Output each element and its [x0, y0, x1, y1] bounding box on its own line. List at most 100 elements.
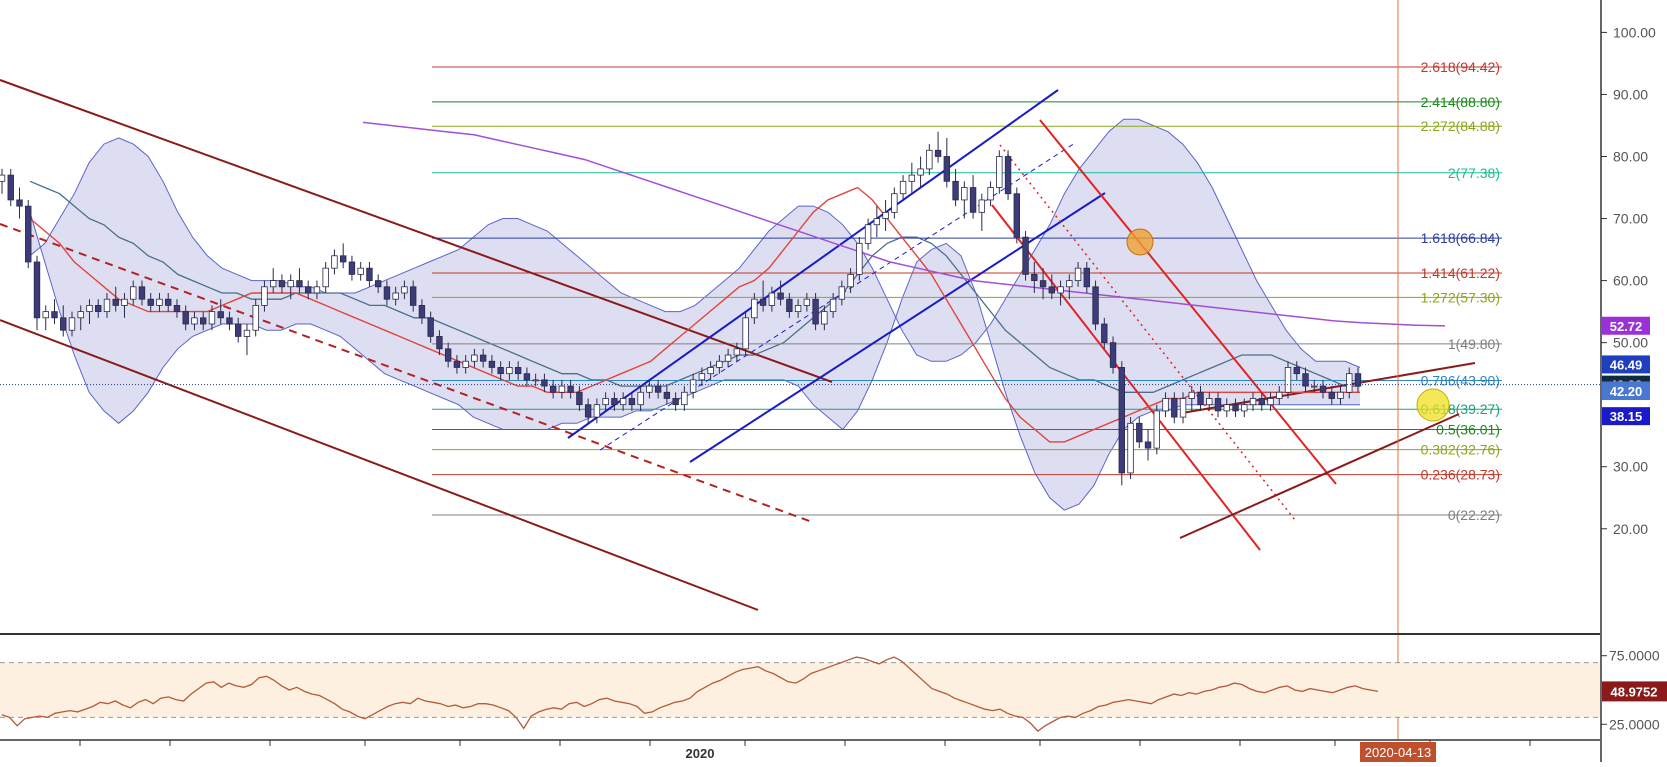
candle-body[interactable]	[1057, 286, 1064, 294]
candle-body[interactable]	[882, 211, 889, 219]
candle-body[interactable]	[1039, 280, 1047, 288]
candle-body[interactable]	[182, 311, 189, 325]
candle-body[interactable]	[742, 317, 749, 350]
candle-body[interactable]	[479, 354, 487, 362]
candle-body[interactable]	[1048, 286, 1056, 294]
candle-body[interactable]	[672, 398, 679, 406]
candle-body[interactable]	[217, 311, 224, 319]
candle-body[interactable]	[1179, 398, 1187, 418]
price-panel[interactable]: 2.618(94.42) 2.414(88.80) 2.272(84.88) 2(77…	[0, 0, 1600, 740]
candle-body[interactable]	[1162, 398, 1169, 412]
candle-body[interactable]	[453, 360, 461, 368]
candle-body[interactable]	[1206, 398, 1213, 406]
candle-body[interactable]	[488, 360, 496, 368]
candle-body[interactable]	[917, 168, 924, 176]
candle-body[interactable]	[208, 311, 216, 325]
candle-body[interactable]	[698, 373, 706, 381]
candle-body[interactable]	[287, 280, 294, 288]
candle-body[interactable]	[33, 261, 41, 319]
candle-body[interactable]	[1276, 391, 1283, 399]
candle-body[interactable]	[1214, 398, 1222, 412]
candle-body[interactable]	[1293, 367, 1300, 375]
candle-body[interactable]	[768, 292, 776, 306]
candle-body[interactable]	[191, 317, 198, 325]
candle-body[interactable]	[891, 193, 898, 213]
candle-body[interactable]	[112, 298, 119, 306]
candle-body[interactable]	[366, 267, 373, 281]
candle-body[interactable]	[952, 180, 959, 201]
candle-body[interactable]	[138, 286, 146, 300]
candle-body[interactable]	[514, 367, 522, 375]
candle-body[interactable]	[689, 379, 697, 393]
candle-body[interactable]	[786, 298, 793, 313]
candle-body[interactable]	[7, 174, 14, 201]
candle-body[interactable]	[252, 305, 259, 331]
candle-body[interactable]	[943, 156, 951, 182]
candle-body[interactable]	[444, 348, 452, 362]
candle-body[interactable]	[1188, 391, 1195, 399]
candle-body[interactable]	[1066, 280, 1073, 288]
candle-body[interactable]	[471, 354, 478, 362]
candle-body[interactable]	[77, 311, 84, 319]
candle-body[interactable]	[812, 298, 819, 325]
candle-body[interactable]	[51, 311, 58, 319]
candle-body[interactable]	[165, 298, 172, 306]
candle-body[interactable]	[716, 360, 723, 368]
candle-body[interactable]	[1328, 391, 1335, 399]
candle-body[interactable]	[497, 367, 504, 375]
candle-body[interactable]	[549, 385, 557, 393]
candle-body[interactable]	[1258, 398, 1265, 406]
candle-body[interactable]	[1074, 267, 1082, 281]
candle-body[interactable]	[1101, 323, 1108, 344]
candle-body[interactable]	[1153, 410, 1160, 449]
candle-body[interactable]	[348, 261, 356, 275]
candle-body[interactable]	[829, 298, 837, 313]
candle-body[interactable]	[593, 404, 601, 418]
candle-body[interactable]	[523, 373, 531, 381]
candle-body[interactable]	[1232, 404, 1239, 412]
candle-body[interactable]	[847, 273, 854, 288]
candle-body[interactable]	[567, 385, 574, 393]
candle-body[interactable]	[619, 398, 627, 406]
candle-body[interactable]	[339, 255, 347, 263]
candle-body[interactable]	[409, 286, 417, 306]
candle-body[interactable]	[278, 280, 286, 288]
candle-body[interactable]	[1022, 236, 1029, 275]
candle-body[interactable]	[724, 354, 732, 362]
candle-body[interactable]	[987, 187, 994, 201]
candle-body[interactable]	[926, 149, 933, 170]
candle-body[interactable]	[1197, 391, 1204, 406]
candle-body[interactable]	[95, 305, 102, 313]
candle-body[interactable]	[86, 305, 93, 313]
rsi-panel[interactable]	[0, 656, 1600, 732]
candle-body[interactable]	[42, 311, 49, 319]
candle-body[interactable]	[1337, 391, 1344, 399]
candle-body[interactable]	[996, 156, 1003, 188]
candle-body[interactable]	[235, 323, 242, 337]
candle-body[interactable]	[374, 280, 382, 288]
candle-body[interactable]	[506, 367, 513, 375]
candle-body[interactable]	[173, 305, 181, 313]
candle-body[interactable]	[331, 255, 338, 269]
candle-body[interactable]	[908, 174, 916, 182]
candle-body[interactable]	[646, 385, 653, 393]
candle-body[interactable]	[628, 398, 636, 406]
candle-body[interactable]	[261, 286, 268, 306]
candle-body[interactable]	[462, 360, 469, 368]
candle-body[interactable]	[541, 379, 548, 387]
candle-body[interactable]	[1171, 398, 1178, 418]
candle-body[interactable]	[864, 224, 872, 244]
candle-body[interactable]	[147, 298, 154, 306]
candle-body[interactable]	[1319, 385, 1327, 393]
candle-body[interactable]	[1302, 373, 1309, 387]
candle-body[interactable]	[663, 391, 671, 399]
candle-body[interactable]	[934, 149, 942, 157]
candle-body[interactable]	[969, 187, 977, 213]
candle-body[interactable]	[270, 280, 277, 288]
candle-body[interactable]	[313, 286, 321, 294]
candle-body[interactable]	[961, 187, 968, 201]
candle-body[interactable]	[392, 292, 399, 300]
candle-body[interactable]	[707, 367, 714, 375]
